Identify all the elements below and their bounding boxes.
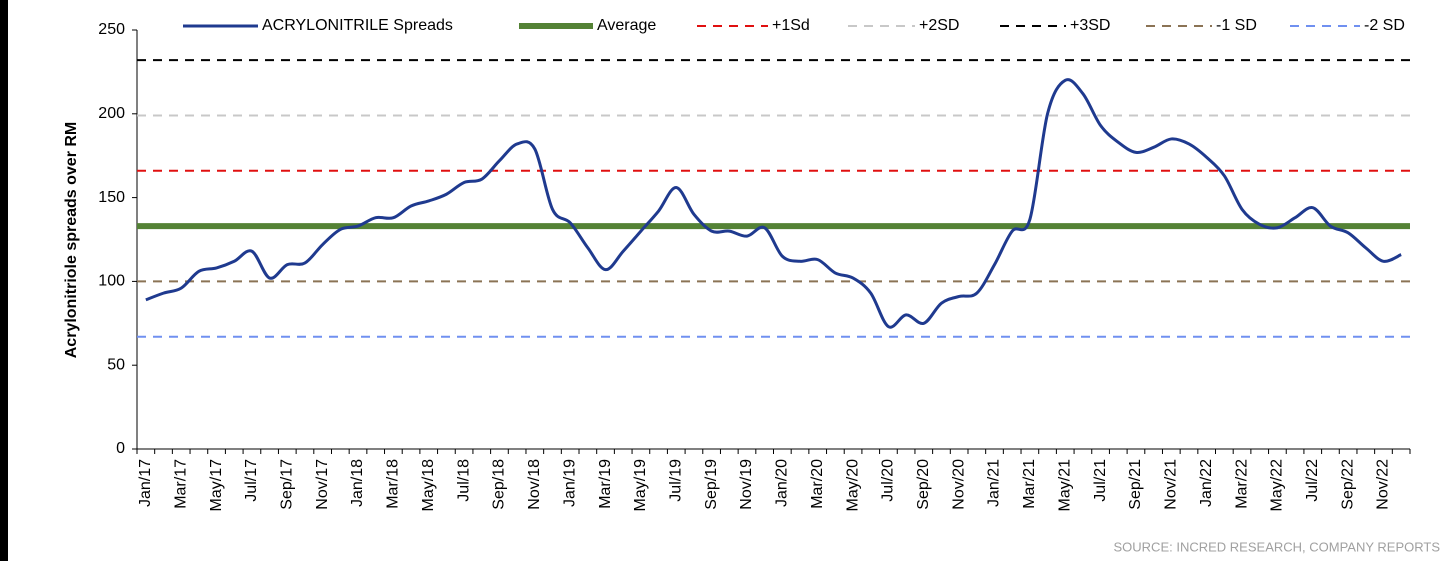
y-tick-label: 50	[107, 356, 125, 373]
x-tick-label: Jan/20	[774, 459, 791, 507]
y-tick-label: 200	[98, 105, 125, 122]
x-tick-label: Jul/18	[455, 459, 472, 502]
x-tick-label: Nov/17	[314, 459, 331, 510]
x-tick-label: Jan/21	[986, 459, 1003, 507]
x-tick-label: May/19	[632, 459, 649, 512]
x-tick-label: Sep/22	[1339, 459, 1356, 510]
x-tick-label: May/21	[1056, 459, 1073, 512]
x-tick-label: Sep/21	[1127, 459, 1144, 510]
legend-label: +3SD	[1070, 17, 1110, 34]
legend-label: -1 SD	[1216, 17, 1257, 34]
legend-label: +2SD	[919, 17, 959, 34]
legend-label: Average	[597, 17, 656, 34]
x-tick-label: Mar/18	[385, 459, 402, 509]
legend-label: ACRYLONITRILE Spreads	[262, 17, 453, 34]
x-tick-label: Nov/20	[950, 459, 967, 510]
x-tick-label: Jan/22	[1198, 459, 1215, 507]
x-tick-label: Nov/22	[1375, 459, 1392, 510]
x-tick-label: Mar/17	[172, 459, 189, 509]
x-tick-label: Mar/20	[809, 459, 826, 509]
x-tick-label: May/17	[208, 459, 225, 512]
x-tick-label: May/18	[420, 459, 437, 512]
y-axis-label: Acrylonitriole spreads over RM	[63, 122, 80, 359]
x-tick-label: Sep/19	[703, 459, 720, 510]
x-tick-label: Sep/20	[915, 459, 932, 510]
series-line	[145, 78, 1402, 329]
x-tick-label: Jul/21	[1092, 459, 1109, 502]
y-tick-label: 100	[98, 273, 125, 290]
x-tick-label: Mar/22	[1233, 459, 1250, 509]
x-tick-label: Mar/19	[597, 459, 614, 509]
x-tick-label: Jul/17	[243, 459, 260, 502]
x-tick-label: Sep/18	[491, 459, 508, 510]
source-note: SOURCE: INCRED RESEARCH, COMPANY REPORTS	[1114, 539, 1441, 554]
legend-label: -2 SD	[1364, 17, 1405, 34]
y-tick-label: 0	[116, 440, 125, 457]
x-tick-label: Mar/21	[1021, 459, 1038, 509]
x-tick-label: Jul/22	[1304, 459, 1321, 502]
x-tick-label: Nov/19	[738, 459, 755, 510]
x-tick-label: Jan/19	[561, 459, 578, 507]
left-border	[0, 0, 8, 561]
y-tick-label: 150	[98, 189, 125, 206]
x-tick-label: Jul/20	[880, 459, 897, 502]
x-tick-label: Sep/17	[279, 459, 296, 510]
x-tick-label: Jul/19	[667, 459, 684, 502]
x-tick-label: Jan/18	[349, 459, 366, 507]
x-tick-label: Nov/21	[1163, 459, 1180, 510]
x-tick-label: Jan/17	[137, 459, 154, 507]
x-tick-label: May/22	[1269, 459, 1286, 512]
legend-label: +1Sd	[772, 17, 810, 34]
x-tick-label: May/20	[844, 459, 861, 512]
x-tick-label: Nov/18	[526, 459, 543, 510]
y-tick-label: 250	[98, 21, 125, 38]
